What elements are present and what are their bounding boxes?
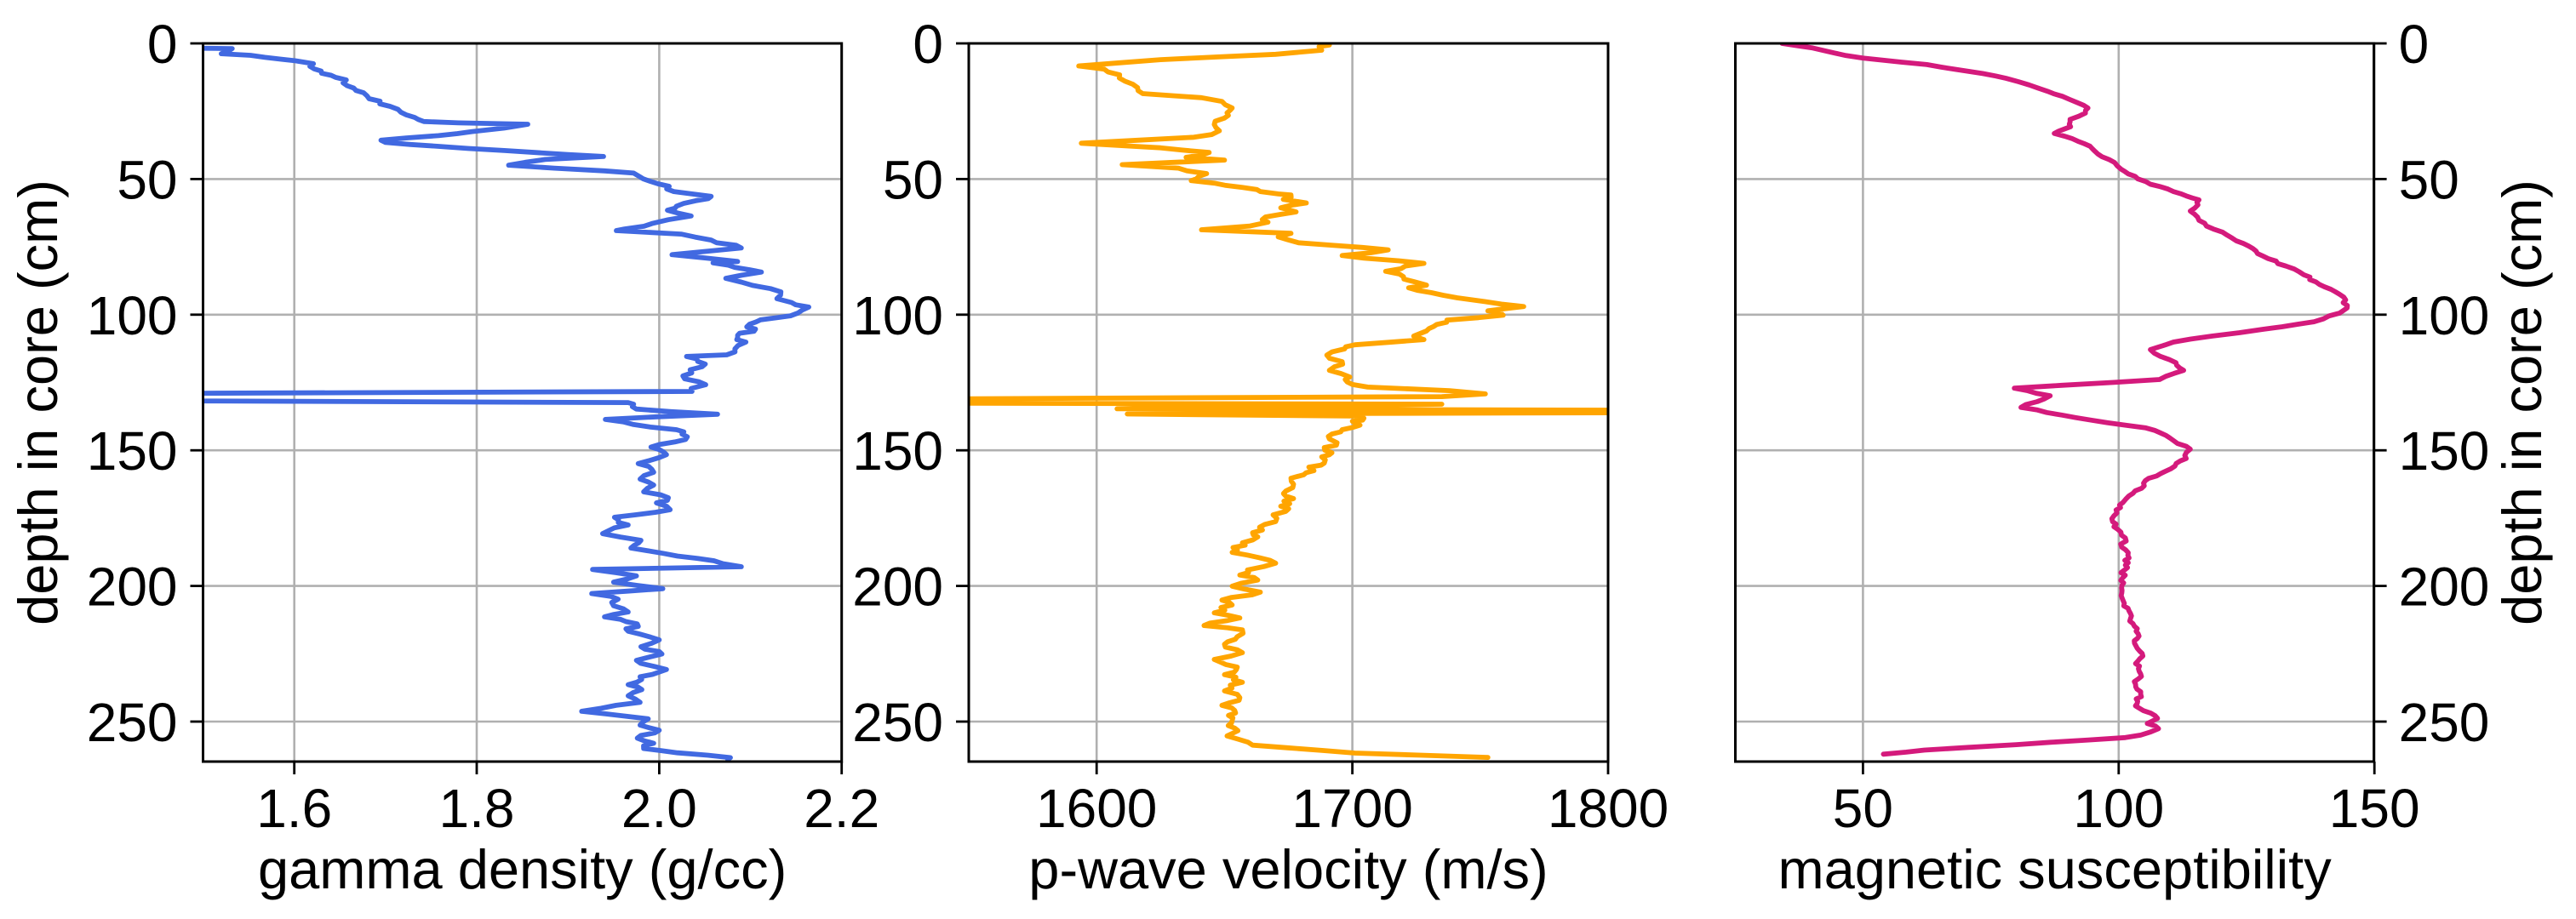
- svg-text:depth in core (cm): depth in core (cm): [2491, 180, 2553, 625]
- svg-text:1600: 1600: [1036, 778, 1157, 839]
- svg-text:50: 50: [1833, 778, 1893, 839]
- svg-text:1700: 1700: [1291, 778, 1412, 839]
- svg-text:depth in core (cm): depth in core (cm): [7, 180, 69, 625]
- svg-text:200: 200: [852, 557, 943, 618]
- svg-text:100: 100: [2073, 778, 2164, 839]
- svg-text:100: 100: [2399, 285, 2490, 346]
- svg-text:p-wave velocity (m/s): p-wave velocity (m/s): [1028, 838, 1548, 900]
- svg-text:250: 250: [2399, 692, 2490, 753]
- svg-text:0: 0: [2399, 14, 2430, 75]
- svg-text:150: 150: [87, 420, 178, 482]
- svg-text:200: 200: [87, 557, 178, 618]
- svg-text:100: 100: [87, 285, 178, 346]
- svg-text:1.6: 1.6: [256, 778, 332, 839]
- svg-text:100: 100: [852, 285, 943, 346]
- svg-text:0: 0: [913, 14, 943, 75]
- svg-text:0: 0: [147, 14, 178, 75]
- svg-text:150: 150: [2329, 778, 2420, 839]
- svg-text:1800: 1800: [1548, 778, 1669, 839]
- svg-text:50: 50: [117, 149, 177, 210]
- svg-text:150: 150: [2399, 420, 2490, 482]
- svg-text:1.8: 1.8: [439, 778, 515, 839]
- svg-text:250: 250: [852, 692, 943, 753]
- svg-text:50: 50: [2399, 149, 2459, 210]
- svg-text:2.2: 2.2: [804, 778, 879, 839]
- svg-text:200: 200: [2399, 557, 2490, 618]
- svg-text:250: 250: [87, 692, 178, 753]
- svg-text:gamma density (g/cc): gamma density (g/cc): [258, 838, 787, 900]
- svg-text:150: 150: [852, 420, 943, 482]
- svg-text:50: 50: [883, 149, 943, 210]
- svg-text:2.0: 2.0: [621, 778, 697, 839]
- svg-text:magnetic susceptibility: magnetic susceptibility: [1777, 838, 2332, 900]
